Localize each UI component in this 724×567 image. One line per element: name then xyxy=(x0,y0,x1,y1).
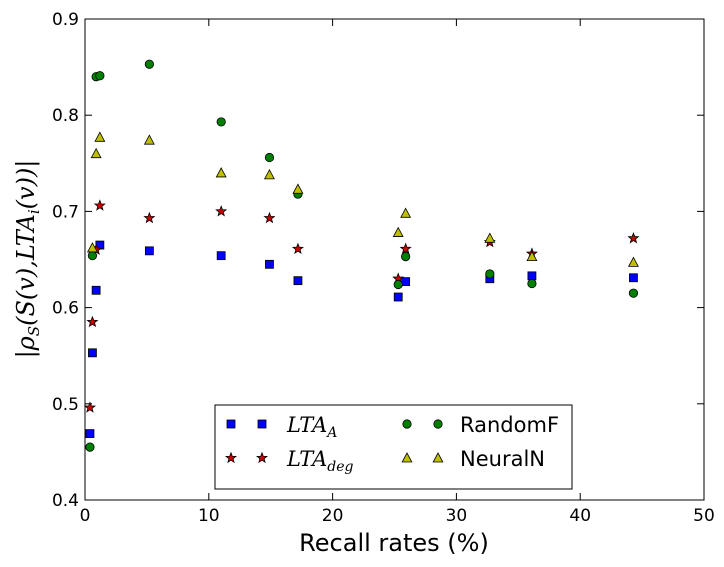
legend-box xyxy=(214,404,573,490)
data-point xyxy=(291,242,304,255)
x-tick-label: 30 xyxy=(446,506,468,526)
y-tick-label: 0.5 xyxy=(52,395,79,415)
x-tick-label: 20 xyxy=(322,506,344,526)
data-point xyxy=(263,168,275,180)
y-tick-label: 0.9 xyxy=(52,10,79,30)
data-point xyxy=(215,167,227,178)
y-tick-label: 0.8 xyxy=(52,106,79,126)
data-point xyxy=(85,442,95,452)
data-point xyxy=(86,315,99,328)
data-point xyxy=(401,277,411,287)
legend-marker xyxy=(433,419,443,429)
legend-label: LTAdeg xyxy=(286,447,354,475)
y-tick-label: 0.6 xyxy=(52,299,79,319)
legend: LTAA LTAdeg RandomF NeuralN xyxy=(214,404,573,490)
x-tick-label: 50 xyxy=(693,506,715,526)
data-point xyxy=(393,279,403,290)
data-point xyxy=(292,183,304,194)
data-point xyxy=(88,348,97,358)
legend-marker xyxy=(226,419,236,429)
data-point xyxy=(293,276,303,286)
y-tick-label: 0.4 xyxy=(52,491,79,511)
data-point xyxy=(526,250,538,262)
data-point xyxy=(399,242,412,255)
data-point xyxy=(263,211,276,224)
series-lta-a xyxy=(85,240,638,439)
data-point xyxy=(83,401,96,413)
legend-marker xyxy=(224,451,238,464)
data-point xyxy=(87,251,98,261)
legend-marker xyxy=(432,452,444,463)
legend-marker xyxy=(402,419,412,429)
data-point xyxy=(215,205,228,217)
data-point xyxy=(527,278,537,289)
data-point xyxy=(86,242,98,253)
data-point xyxy=(216,251,226,261)
x-tick-label: 40 xyxy=(569,506,591,526)
data-point xyxy=(85,429,95,439)
data-point xyxy=(264,152,275,163)
series-neuraln xyxy=(86,131,639,267)
data-point xyxy=(401,252,411,262)
data-point xyxy=(265,259,274,269)
data-point xyxy=(144,246,154,256)
y-tick-label: 0.7 xyxy=(52,202,79,222)
legend-label: RandomF xyxy=(460,413,559,437)
legend-label: LTAA xyxy=(286,413,337,441)
data-point xyxy=(400,207,412,218)
data-point xyxy=(627,232,640,244)
data-point xyxy=(91,285,101,295)
series-randomf xyxy=(85,59,639,452)
data-point xyxy=(93,199,106,211)
legend-marker xyxy=(257,419,267,429)
legend-marker xyxy=(401,452,413,463)
data-point xyxy=(143,134,155,145)
data-point xyxy=(143,211,156,224)
data-point xyxy=(216,117,226,127)
data-point xyxy=(95,71,105,81)
data-point xyxy=(94,131,106,142)
x-axis-label: Recall rates (%) xyxy=(299,529,489,557)
data-point xyxy=(485,269,495,279)
data-point xyxy=(628,288,639,298)
y-axis-label: |ρS(S(v),LTAi(v))| xyxy=(12,160,43,359)
x-tick-label: 10 xyxy=(198,506,220,526)
data-point xyxy=(527,271,537,281)
legend-marker xyxy=(255,451,269,464)
svg-text:|ρS(S(v),LTAi(v))|: |ρS(S(v),LTAi(v))| xyxy=(12,160,43,359)
legend-label: NeuralN xyxy=(460,447,545,471)
data-point xyxy=(392,226,404,237)
data-point xyxy=(629,273,638,283)
x-tick-label: 0 xyxy=(80,506,91,526)
data-point xyxy=(484,232,496,243)
data-point xyxy=(90,147,102,159)
data-point xyxy=(393,292,403,302)
data-point xyxy=(144,59,154,69)
data-point xyxy=(627,256,639,267)
